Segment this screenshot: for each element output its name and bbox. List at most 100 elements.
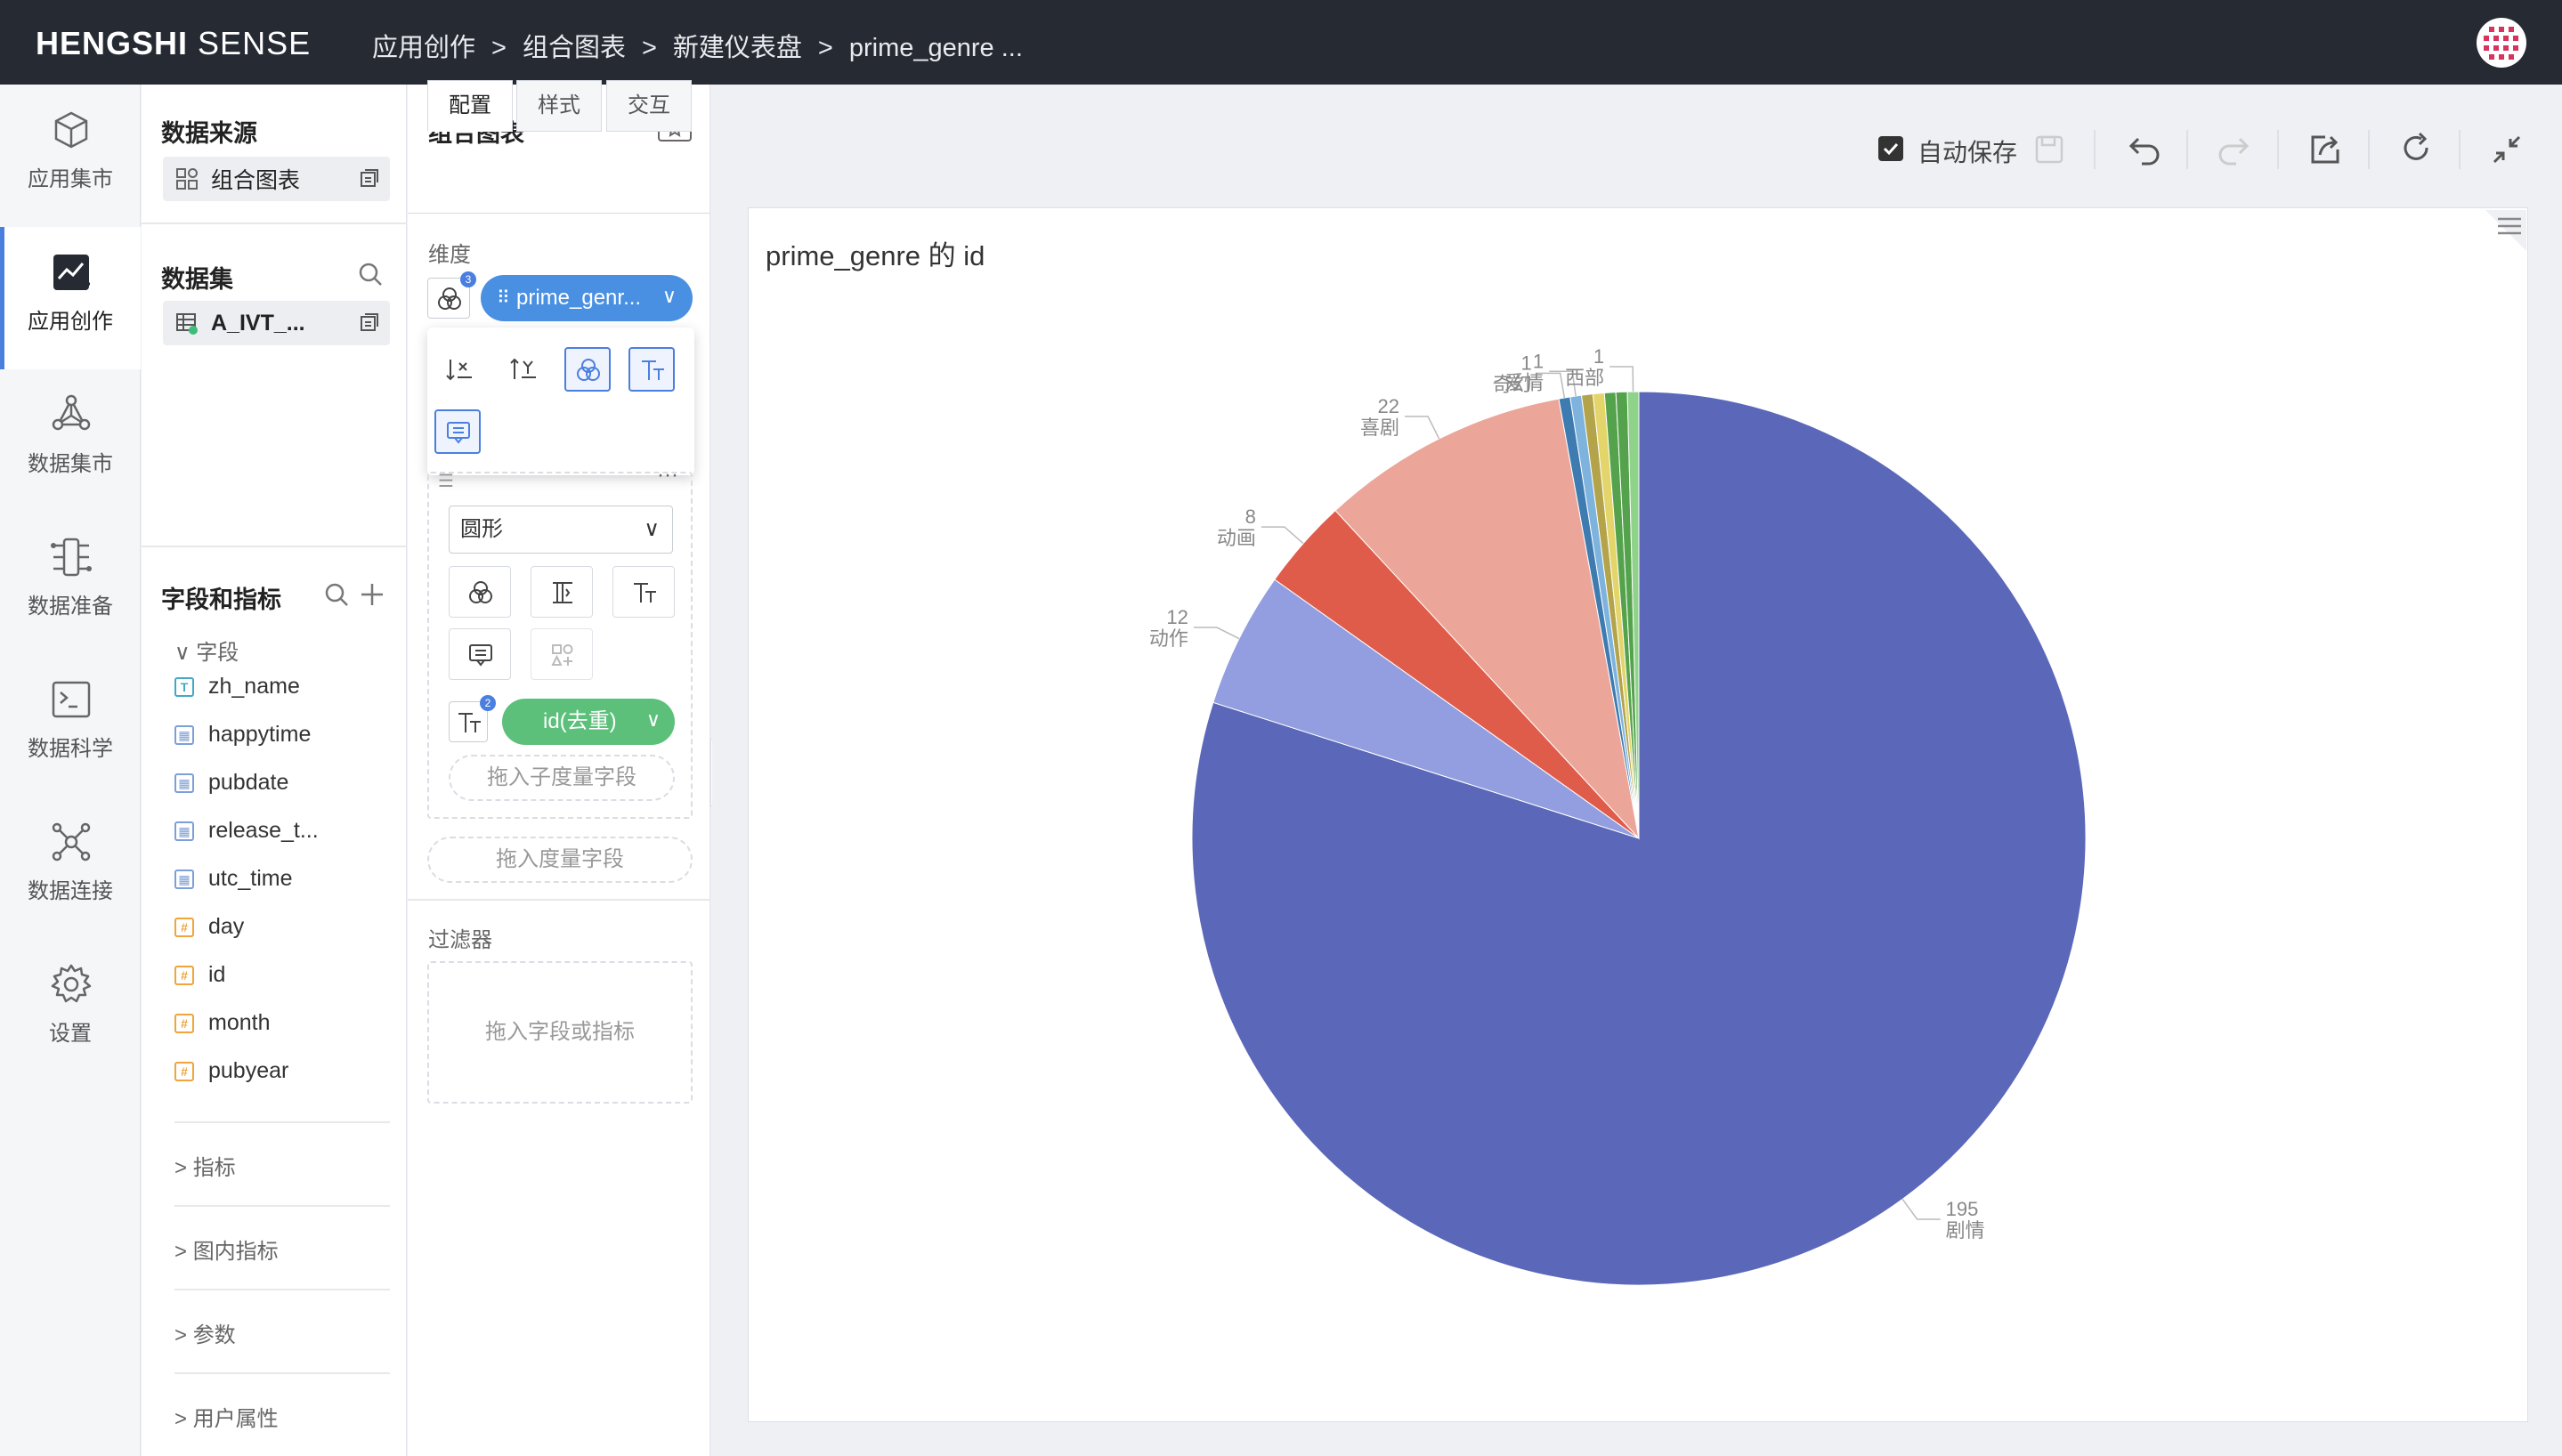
number-type-icon: # bbox=[174, 1013, 194, 1033]
grid-icon bbox=[176, 168, 198, 190]
slice-category-label: 动画 bbox=[1217, 527, 1256, 549]
size-encoding-button[interactable] bbox=[531, 566, 593, 618]
date-type-icon: ▦ bbox=[174, 869, 194, 889]
color-encoding-button[interactable] bbox=[564, 347, 611, 392]
more-encodings-button[interactable] bbox=[531, 628, 593, 680]
label-leader-line bbox=[1405, 416, 1440, 440]
share-icon[interactable] bbox=[2306, 130, 2345, 169]
autosave-label: 自动保存 bbox=[1917, 139, 2018, 166]
corner-menu-icon[interactable] bbox=[2485, 210, 2526, 251]
breadcrumb-item[interactable]: 应用创作 bbox=[372, 34, 476, 62]
source-chip[interactable]: 组合图表 bbox=[163, 157, 390, 201]
redo-icon[interactable] bbox=[2215, 130, 2254, 169]
group-user-attrs[interactable]: > 用户属性 bbox=[174, 1407, 279, 1431]
pie-slice[interactable] bbox=[1334, 398, 1640, 840]
nav-item-data-connect[interactable]: 数据连接 bbox=[0, 797, 141, 939]
nav-item-app-create[interactable]: 应用创作 bbox=[0, 227, 141, 369]
field-item[interactable]: ▦ utc_time bbox=[174, 866, 292, 892]
copy-icon[interactable] bbox=[358, 168, 379, 190]
count-badge: 3 bbox=[460, 271, 476, 287]
drag-handle-icon[interactable]: ☰ bbox=[438, 472, 454, 491]
pie-slice[interactable] bbox=[1212, 578, 1640, 839]
field-item[interactable]: # id bbox=[174, 962, 225, 988]
nav-item-data-science[interactable]: 数据科学 bbox=[0, 654, 141, 797]
refresh-icon[interactable] bbox=[2396, 130, 2436, 169]
field-group-toggle[interactable]: ∨ 字段 bbox=[174, 641, 239, 665]
copy-icon[interactable] bbox=[358, 312, 379, 334]
field-item[interactable]: ▦ release_t... bbox=[174, 818, 319, 844]
tooltip-icon bbox=[469, 644, 492, 667]
tab-config[interactable]: 配置 bbox=[427, 80, 513, 132]
divider bbox=[174, 1205, 390, 1207]
dimension-chart-type-button[interactable]: 3 bbox=[427, 271, 476, 319]
divider bbox=[174, 1372, 390, 1374]
chevron-right-icon: > bbox=[174, 1240, 188, 1264]
tooltip-encoding-button[interactable] bbox=[434, 409, 481, 454]
sub-measure-dropzone[interactable]: 拖入子度量字段 bbox=[449, 755, 675, 801]
tooltip-encoding-button[interactable] bbox=[449, 628, 511, 680]
nav-item-data-prep[interactable]: 数据准备 bbox=[0, 512, 141, 654]
tab-interact[interactable]: 交互 bbox=[606, 80, 692, 132]
chevron-down-icon[interactable]: ∨ bbox=[645, 708, 661, 731]
chevron-down-icon: ∨ bbox=[174, 641, 191, 665]
data-prep-icon bbox=[51, 538, 92, 577]
slice-category-label: 喜剧 bbox=[1360, 417, 1399, 439]
field-item[interactable]: # pubyear bbox=[174, 1058, 288, 1084]
tooltip-icon bbox=[447, 422, 470, 444]
label-leader-line bbox=[1193, 627, 1240, 640]
label-encoding-button[interactable] bbox=[612, 566, 675, 618]
measure-field-dropzone[interactable]: 拖入度量字段 bbox=[427, 837, 693, 883]
measure-label-button[interactable]: 2 bbox=[449, 695, 496, 742]
chevron-down-icon[interactable]: ∨ bbox=[661, 285, 677, 307]
filter-dropzone[interactable]: 拖入字段或指标 bbox=[427, 961, 693, 1104]
divider bbox=[142, 222, 407, 224]
sort-y-icon[interactable] bbox=[509, 354, 539, 384]
table-icon bbox=[176, 313, 198, 335]
group-chart-metrics[interactable]: > 图内指标 bbox=[174, 1240, 279, 1264]
slice-category-label: 剧情 bbox=[1946, 1219, 1985, 1242]
breadcrumb-item[interactable]: 新建仪表盘 bbox=[672, 34, 802, 62]
logo[interactable]: HENGSHI SENSE bbox=[36, 25, 312, 61]
source-title: 数据来源 bbox=[161, 120, 257, 147]
autosave-checkbox[interactable] bbox=[1878, 136, 1903, 161]
top-bar: HENGSHI SENSE 应用创作 > 组合图表 > 新建仪表盘 > prime_genr… bbox=[0, 0, 2562, 85]
field-item[interactable]: # day bbox=[174, 914, 244, 940]
measure-pill[interactable]: id(去重) ∨ bbox=[502, 699, 675, 745]
slice-category-label: 动作 bbox=[1149, 627, 1188, 650]
tab-style[interactable]: 样式 bbox=[516, 80, 602, 132]
group-metrics[interactable]: > 指标 bbox=[174, 1156, 236, 1180]
dataset-chip[interactable]: A_IVT_... bbox=[163, 301, 390, 345]
drag-handle-icon[interactable]: ⠿ bbox=[497, 288, 510, 308]
save-icon[interactable] bbox=[2030, 130, 2069, 169]
number-type-icon: # bbox=[174, 1061, 194, 1081]
breadcrumb-item[interactable]: 组合图表 bbox=[522, 34, 626, 62]
color-encoding-button[interactable] bbox=[449, 566, 511, 618]
venn-icon bbox=[577, 359, 600, 381]
search-icon[interactable] bbox=[324, 582, 349, 607]
date-type-icon: ▦ bbox=[174, 821, 194, 841]
add-icon[interactable] bbox=[360, 582, 385, 607]
avatar[interactable] bbox=[2477, 18, 2526, 68]
text-size-icon bbox=[458, 713, 481, 732]
field-item[interactable]: # month bbox=[174, 1010, 270, 1036]
group-params[interactable]: > 参数 bbox=[174, 1323, 236, 1347]
undo-icon[interactable] bbox=[2124, 130, 2163, 169]
shape-select[interactable]: 圆形 ∨ bbox=[449, 506, 673, 554]
divider bbox=[174, 1121, 390, 1123]
nav-item-settings[interactable]: 设置 bbox=[0, 939, 141, 1081]
fields-title: 字段和指标 bbox=[161, 586, 281, 613]
nav-item-data-market[interactable]: 数据集市 bbox=[0, 369, 141, 512]
field-item[interactable]: ▦ pubdate bbox=[174, 770, 288, 796]
nav-item-app-market[interactable]: 应用集市 bbox=[0, 85, 141, 227]
more-icon[interactable]: ··· bbox=[657, 463, 678, 487]
slice-value-label: 1 bbox=[1593, 345, 1604, 368]
exit-fullscreen-icon[interactable] bbox=[2487, 130, 2526, 169]
sort-x-icon[interactable] bbox=[445, 354, 475, 384]
dataset-title: 数据集 bbox=[161, 266, 233, 293]
label-encoding-button[interactable] bbox=[628, 347, 675, 392]
field-item[interactable]: ▦ happytime bbox=[174, 722, 311, 748]
search-icon[interactable] bbox=[358, 262, 383, 287]
dimension-pill[interactable]: ⠿ prime_genr... ∨ bbox=[481, 275, 693, 321]
